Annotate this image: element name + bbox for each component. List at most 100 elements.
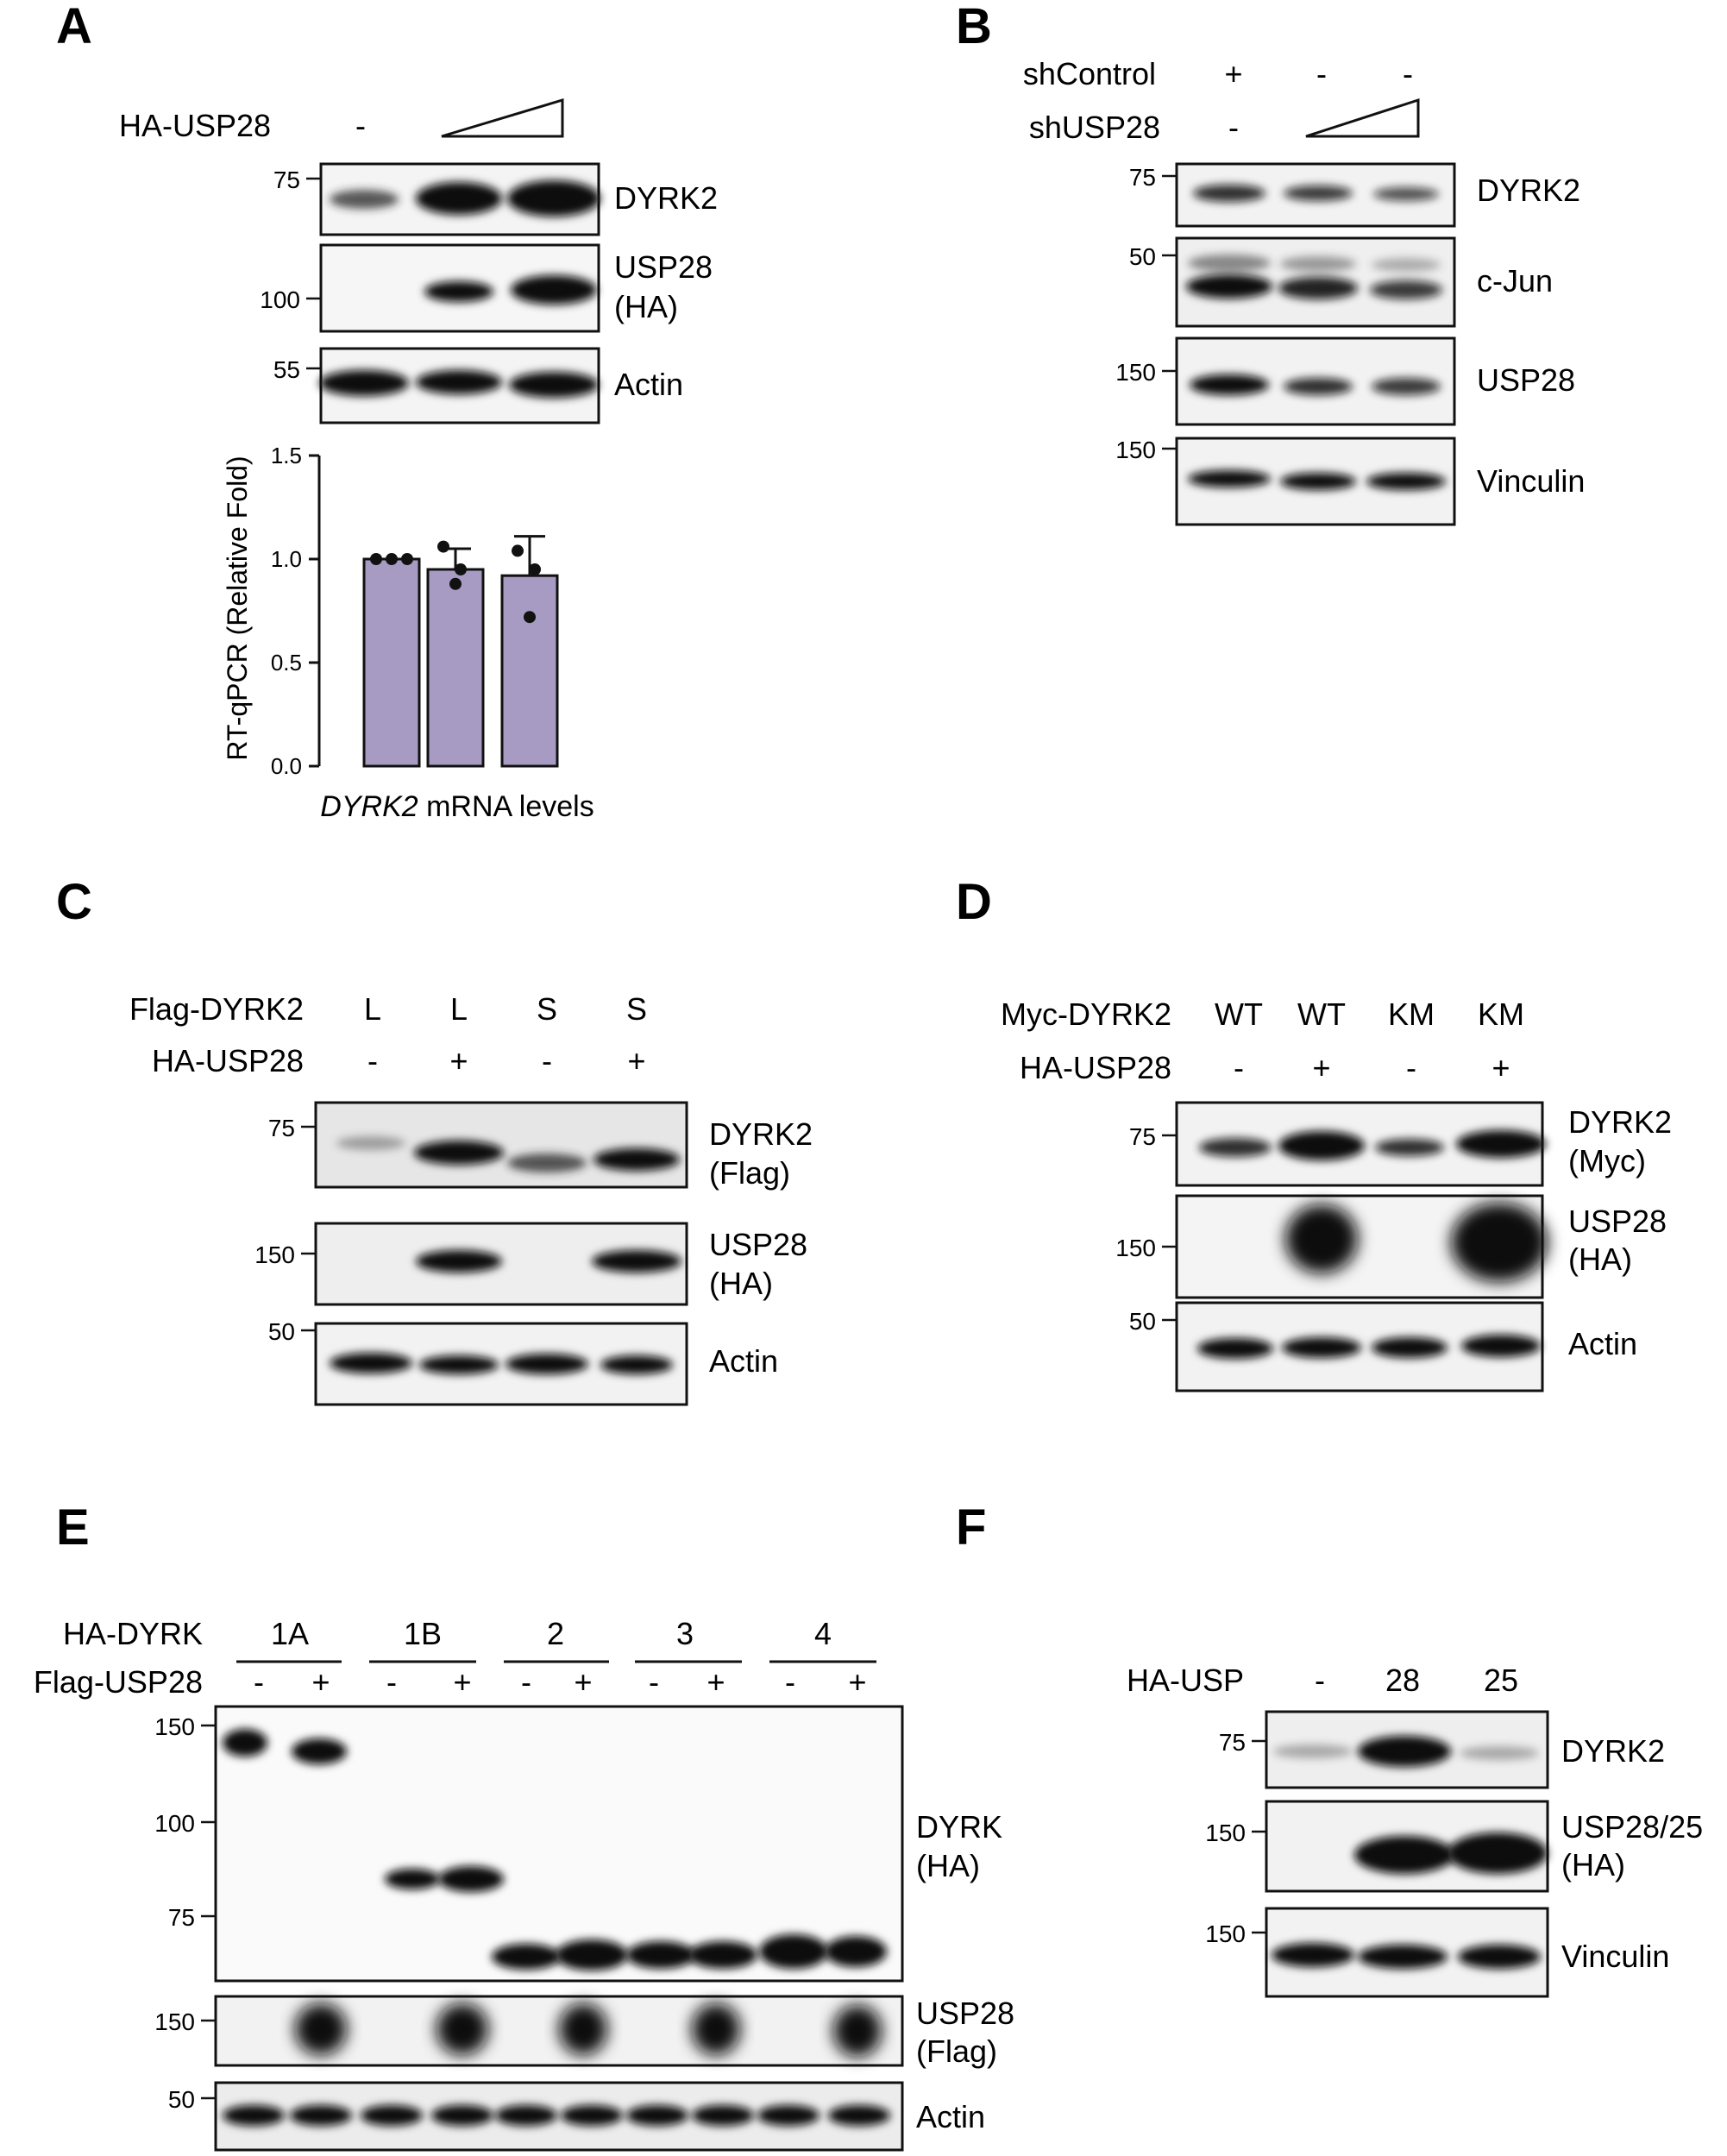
panel-e-label-dyrk: DYRK [916, 1809, 1002, 1845]
chart-bar [426, 568, 485, 768]
panel-e-group-1b: 1B [404, 1616, 442, 1651]
panel-e-flag-10: + [848, 1664, 866, 1700]
panel-c-label-usp28: USP28 [709, 1227, 807, 1262]
panel-f-value-1: - [1315, 1663, 1325, 1698]
panel-e-flag-4: + [453, 1664, 471, 1700]
panel-d-row1-name: Myc-DYRK2 [1001, 996, 1171, 1032]
panel-b-blot-vinculin: 150 Vinculin [1115, 437, 1585, 526]
panel-f: HA-USP - 28 25 75 DYRK2 150 USP28/25 (HA… [1127, 1663, 1703, 1998]
panel-d-row2-value-4: + [1492, 1050, 1510, 1085]
panel-b-label-usp28: USP28 [1477, 362, 1575, 398]
panel-d-blot-dyrk2: 75 DYRK2 (Myc) [1129, 1101, 1672, 1187]
panel-e-flag-6: + [574, 1664, 592, 1700]
chart-data-point [512, 544, 524, 557]
panel-f-label-dyrk2: DYRK2 [1561, 1733, 1665, 1769]
panel-c-row2-value-4: + [627, 1043, 645, 1078]
panel-b-marker-50: 50 [1129, 243, 1156, 270]
panel-e-flag-5: - [521, 1664, 531, 1700]
panel-d-label-dyrk2: DYRK2 [1568, 1104, 1672, 1140]
panel-d: Myc-DYRK2 WT WT KM KM HA-USP28 - + - + 7… [1001, 996, 1672, 1392]
panel-d-marker-150: 150 [1115, 1235, 1156, 1261]
panel-e-flag-3: - [386, 1664, 397, 1700]
panel-e-blot-actin: 50 Actin [168, 2081, 985, 2152]
panel-e-group-1a: 1A [271, 1616, 309, 1651]
panel-c-label-flag: (Flag) [709, 1155, 790, 1191]
panel-c-blot-dyrk2: 75 DYRK2 (Flag) [268, 1101, 813, 1191]
panel-d-row1-value-1: WT [1215, 996, 1263, 1032]
panel-a-blot-actin: 55 Actin [273, 347, 683, 424]
panel-e-label-usp28: USP28 [916, 1996, 1014, 2031]
panel-a-marker-100: 100 [260, 286, 300, 313]
panel-d-blot-actin: 50 Actin [1129, 1301, 1637, 1392]
panel-c-label-ha: (HA) [709, 1266, 773, 1301]
panel-d-label-myc: (Myc) [1568, 1143, 1646, 1179]
panel-e-label-flag: (Flag) [916, 2033, 997, 2069]
panel-a: HA-USP28 - 75 DYRK2 100 USP28 (HA) [119, 97, 718, 823]
panel-e-marker-75: 75 [168, 1904, 195, 1931]
panel-b-gradient-triangle [1305, 97, 1420, 138]
panel-d-marker-75: 75 [1129, 1123, 1156, 1150]
panel-d-marker-50: 50 [1129, 1308, 1156, 1335]
panel-b: shControl + - - shUSP28 - 75 DYRK2 50 c-… [1023, 56, 1585, 526]
panel-d-label-ha: (HA) [1568, 1241, 1632, 1277]
chart-data-point [401, 553, 413, 565]
panel-label-a: A [56, 0, 92, 54]
panel-d-row2-value-2: + [1312, 1050, 1330, 1085]
chart-y-tick-label: 0.0 [271, 753, 302, 779]
panel-a-marker-55: 55 [273, 356, 300, 383]
panel-b-row1-value-3: - [1403, 56, 1413, 91]
panel-a-label-ha: (HA) [614, 289, 678, 324]
panel-c-label-dyrk2: DYRK2 [709, 1116, 813, 1152]
panel-a-blot-dyrk2: 75 DYRK2 [273, 162, 718, 236]
panel-c-row1-value-1: L [364, 991, 381, 1027]
panel-e-flag-8: + [706, 1664, 725, 1700]
panel-e-blot-usp28: 150 USP28 (Flag) [154, 1995, 1014, 2069]
chart-y-tick-label: 1.5 [271, 443, 302, 468]
panel-a-gradient-triangle [441, 97, 564, 138]
panel-f-label-usp28-25: USP28/25 [1561, 1809, 1703, 1845]
panel-f-marker-75: 75 [1219, 1729, 1246, 1756]
chart-data-point [524, 611, 536, 624]
panel-f-label-ha: (HA) [1561, 1847, 1625, 1883]
chart-x-axis-label-gene: DYRK2 [320, 790, 418, 823]
panel-b-row1-value-1: + [1224, 56, 1242, 91]
panel-b-row1-value-2: - [1316, 56, 1327, 91]
panel-e-group-4: 4 [814, 1616, 832, 1651]
panel-e-flag-7: - [649, 1664, 659, 1700]
chart-y-axis-label: RT-qPCR (Relative Fold) [222, 456, 253, 760]
chart-data-point [386, 553, 398, 565]
panel-f-blot-usp28-25: 150 USP28/25 (HA) [1205, 1800, 1703, 1893]
panel-f-marker-150-usp: 150 [1205, 1820, 1246, 1846]
panel-d-label-usp28: USP28 [1568, 1204, 1667, 1239]
panel-c-row2-value-3: - [542, 1043, 552, 1078]
panel-c-marker-75: 75 [268, 1115, 295, 1141]
panel-b-marker-150-usp28: 150 [1115, 359, 1156, 386]
panel-a-condition-name: HA-USP28 [119, 108, 271, 143]
panel-d-row2-name: HA-USP28 [1020, 1050, 1171, 1085]
panel-e-group-3: 3 [676, 1616, 694, 1651]
chart-data-point [455, 563, 467, 575]
panel-label-b: B [956, 0, 992, 54]
panel-e-flag-2: + [311, 1664, 330, 1700]
panel-b-label-vinculin: Vinculin [1477, 463, 1585, 499]
panel-d-row2-value-1: - [1234, 1050, 1244, 1085]
panel-d-blot-usp28: 150 USP28 (HA) [1115, 1194, 1667, 1299]
panel-c-marker-150: 150 [254, 1241, 295, 1268]
panel-f-marker-150-vinculin: 150 [1205, 1920, 1246, 1947]
panel-a-marker-75: 75 [273, 167, 300, 193]
panel-c-row1-value-3: S [537, 991, 557, 1027]
panel-c-row1-name: Flag-DYRK2 [129, 991, 304, 1027]
panel-e-row1-name: HA-DYRK [63, 1616, 203, 1651]
chart-data-point [437, 540, 449, 553]
panel-b-row2-name: shUSP28 [1029, 110, 1160, 145]
panel-label-e: E [56, 1499, 90, 1556]
panel-d-row1-value-3: KM [1388, 996, 1435, 1032]
panel-e-flag-9: - [785, 1664, 795, 1700]
panel-d-row1-value-4: KM [1478, 996, 1524, 1032]
panel-b-blot-usp28: 150 USP28 [1115, 336, 1575, 426]
panel-c-row1-value-2: L [450, 991, 468, 1027]
chart-data-point [370, 553, 382, 565]
panel-e-marker-150-usp28: 150 [154, 2008, 195, 2035]
panel-a-label-dyrk2: DYRK2 [614, 180, 718, 216]
